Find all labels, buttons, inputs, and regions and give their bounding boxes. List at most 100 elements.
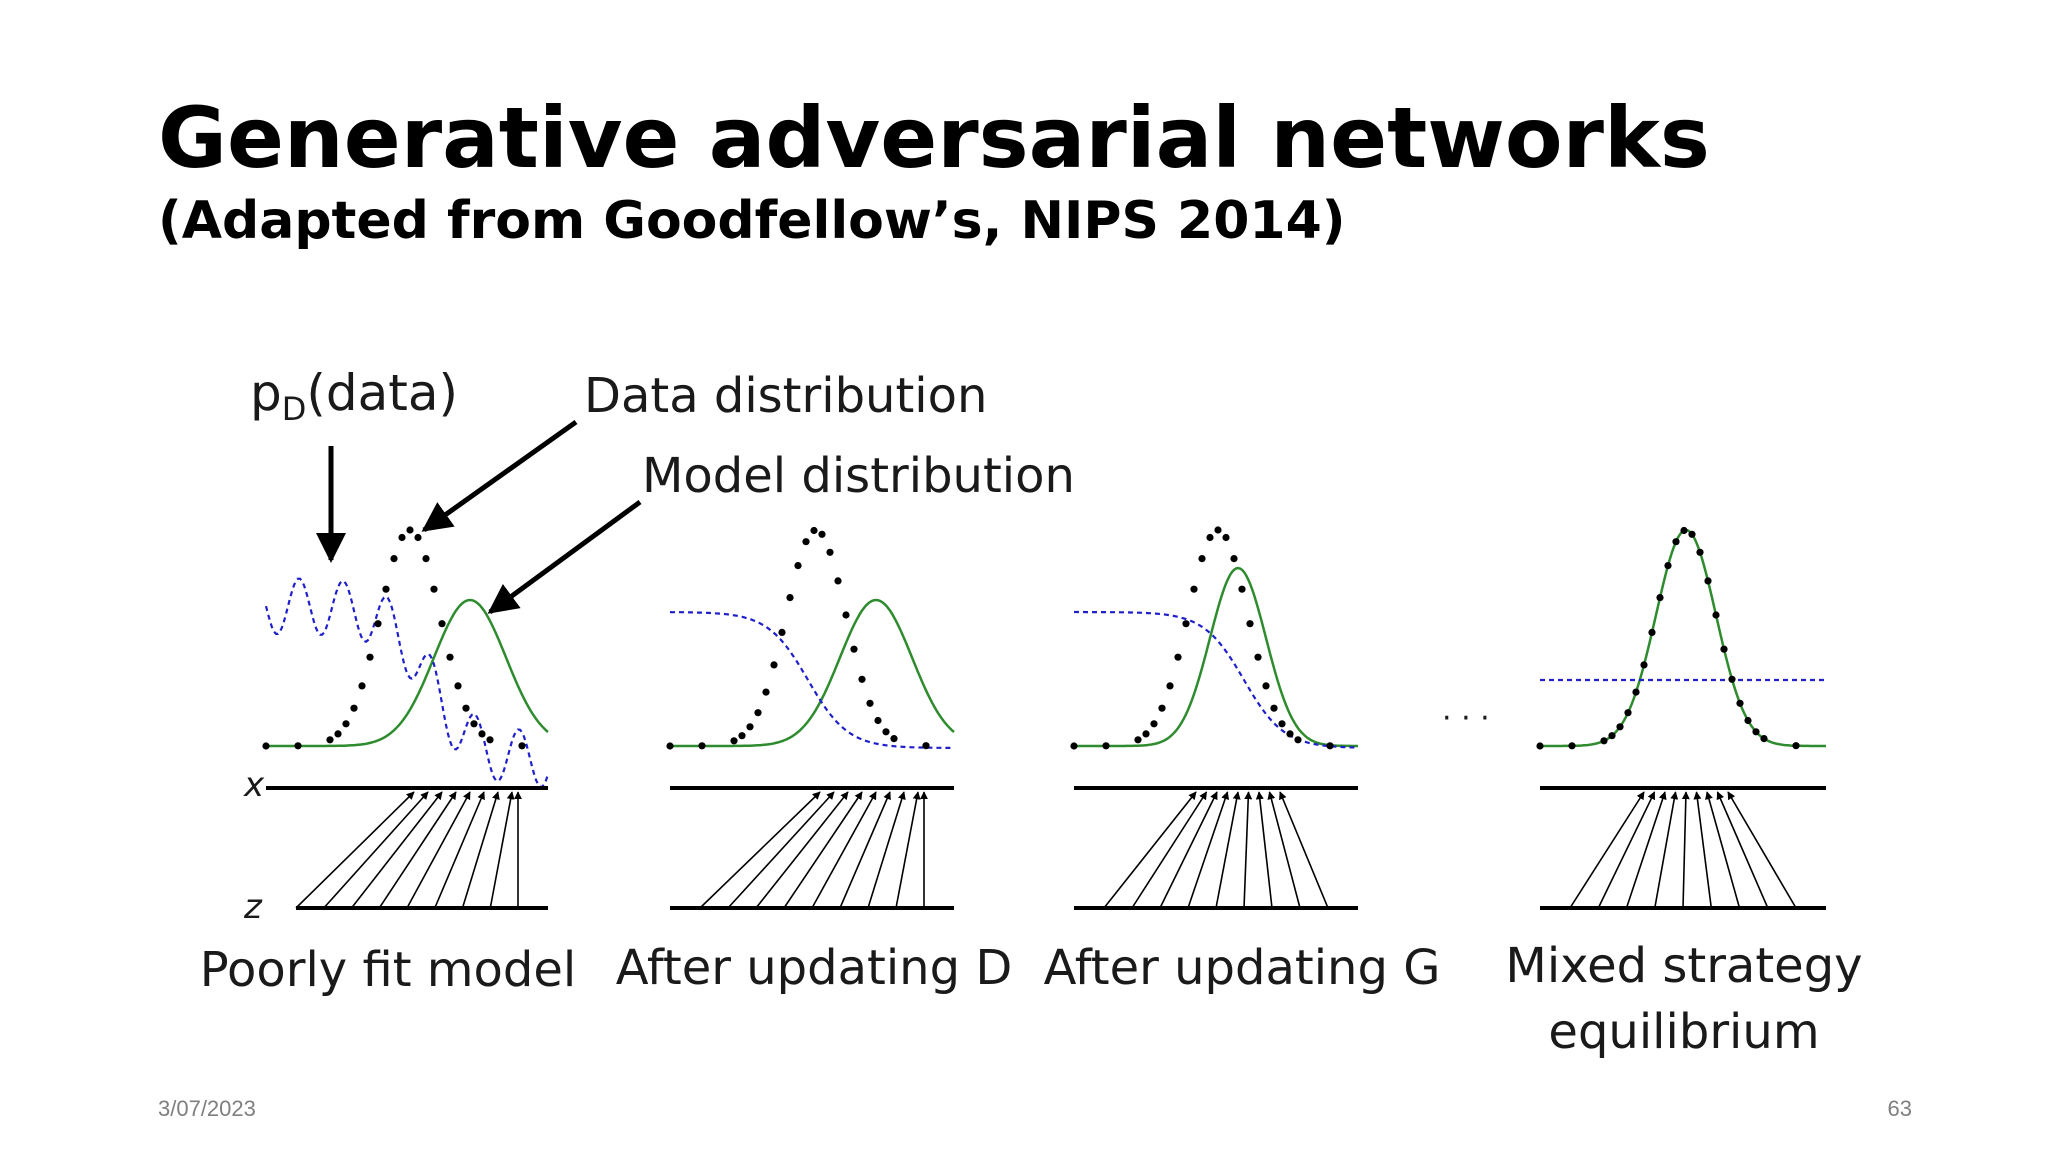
caption-after-updating-d: After updating D bbox=[616, 940, 1013, 996]
mapping-arrow bbox=[1215, 791, 1241, 909]
data-point bbox=[1278, 720, 1286, 728]
panel-poorly-fit-model bbox=[262, 526, 550, 910]
data-point bbox=[1712, 611, 1720, 619]
data-point bbox=[350, 704, 358, 712]
data-point bbox=[1102, 742, 1110, 750]
data-point bbox=[1608, 732, 1616, 740]
panel-after-updating-d bbox=[666, 526, 955, 910]
data-point bbox=[342, 720, 350, 728]
data-point bbox=[1150, 720, 1158, 728]
data-point bbox=[850, 645, 858, 653]
data-point bbox=[390, 555, 398, 563]
data-distribution-dots bbox=[1070, 526, 1334, 750]
mapping-arrow bbox=[1625, 791, 1667, 909]
data-point bbox=[1326, 742, 1334, 750]
data-point bbox=[294, 742, 302, 750]
data-point bbox=[1222, 533, 1230, 542]
data-point bbox=[366, 653, 374, 661]
data-point bbox=[382, 585, 390, 593]
data-point bbox=[1214, 526, 1222, 534]
data-point bbox=[462, 704, 470, 712]
data-point bbox=[518, 742, 526, 750]
ellipsis: · · · bbox=[1442, 701, 1490, 736]
mapping-arrow bbox=[434, 791, 485, 909]
z-to-x-mapping bbox=[295, 791, 522, 909]
model-distribution-curve bbox=[266, 598, 549, 748]
data-point bbox=[470, 720, 478, 728]
data-point bbox=[422, 555, 430, 563]
panel-mixed-strategy-equilibrium bbox=[1536, 526, 1826, 910]
mapping-arrow bbox=[727, 791, 835, 909]
data-point bbox=[890, 735, 898, 743]
data-point bbox=[1792, 742, 1800, 750]
data-point bbox=[1190, 585, 1198, 593]
data-point bbox=[1688, 530, 1696, 538]
data-point bbox=[698, 742, 706, 750]
z-to-x-mapping bbox=[1103, 791, 1329, 909]
data-point bbox=[1286, 730, 1294, 738]
pd-label-base: p bbox=[250, 364, 282, 422]
mapping-arrow bbox=[839, 791, 891, 909]
data-point bbox=[922, 742, 930, 750]
data-point bbox=[754, 709, 762, 717]
data-point bbox=[1182, 620, 1190, 628]
mapping-arrow bbox=[1255, 791, 1273, 909]
data-point bbox=[858, 675, 866, 683]
mapping-arrow bbox=[350, 791, 443, 909]
data-point bbox=[666, 742, 674, 750]
data-point bbox=[810, 526, 818, 535]
discriminator-curve bbox=[1074, 610, 1358, 749]
data-point bbox=[1254, 653, 1262, 661]
data-point bbox=[794, 562, 802, 570]
data-point bbox=[866, 699, 874, 707]
data-point bbox=[1262, 682, 1270, 690]
model-distribution-curve bbox=[1540, 528, 1826, 748]
mapping-arrow bbox=[1159, 791, 1218, 909]
data-point bbox=[1672, 538, 1680, 546]
mapping-arrow bbox=[1131, 791, 1208, 909]
mapping-arrow bbox=[1727, 791, 1797, 909]
data-point bbox=[1600, 737, 1608, 745]
mapping-arrow bbox=[1187, 791, 1229, 909]
data-point bbox=[1142, 730, 1150, 738]
mapping-arrow bbox=[489, 791, 515, 909]
data-point bbox=[478, 730, 486, 738]
z-to-x-mapping bbox=[1569, 791, 1797, 909]
slide-title: Generative adversarial networks bbox=[158, 89, 1710, 187]
data-point bbox=[486, 736, 494, 744]
caption-after-updating-g: After updating G bbox=[1044, 940, 1441, 996]
axis-x-label: x bbox=[243, 765, 265, 805]
data-point bbox=[1656, 594, 1664, 602]
data-distribution-dots bbox=[666, 526, 930, 750]
mapping-arrow bbox=[461, 791, 500, 909]
data-point bbox=[1728, 675, 1736, 683]
mapping-arrow bbox=[699, 791, 821, 909]
discriminator-curve bbox=[264, 577, 550, 788]
mapping-arrow bbox=[895, 791, 921, 909]
mapping-arrow bbox=[783, 791, 863, 909]
mapping-arrow bbox=[755, 791, 849, 909]
mapping-arrow bbox=[406, 791, 471, 909]
data-point bbox=[1230, 555, 1238, 563]
data-point bbox=[1198, 555, 1206, 563]
footer-date: 3/07/2023 bbox=[158, 1096, 256, 1121]
mapping-arrow bbox=[378, 791, 457, 909]
data-point bbox=[1640, 661, 1648, 669]
data-distribution-dots bbox=[1536, 526, 1800, 750]
model-distribution-curve bbox=[1074, 566, 1358, 748]
data-distribution-arrow bbox=[421, 419, 578, 533]
mapping-arrow bbox=[1243, 791, 1253, 909]
slide-subtitle: (Adapted from Goodfellow’s, NIPS 2014) bbox=[158, 191, 1346, 251]
mapping-arrow bbox=[1681, 791, 1690, 909]
data-point bbox=[762, 688, 770, 696]
data-point bbox=[1720, 645, 1728, 653]
data-point bbox=[1134, 736, 1142, 744]
data-point bbox=[1624, 709, 1632, 717]
caption-equilibrium: equilibrium bbox=[1548, 1004, 1819, 1060]
data-point bbox=[1680, 526, 1688, 535]
model-distribution-label: Model distribution bbox=[642, 448, 1075, 504]
data-point bbox=[842, 611, 850, 619]
data-point bbox=[1704, 577, 1712, 585]
data-point bbox=[786, 594, 794, 602]
